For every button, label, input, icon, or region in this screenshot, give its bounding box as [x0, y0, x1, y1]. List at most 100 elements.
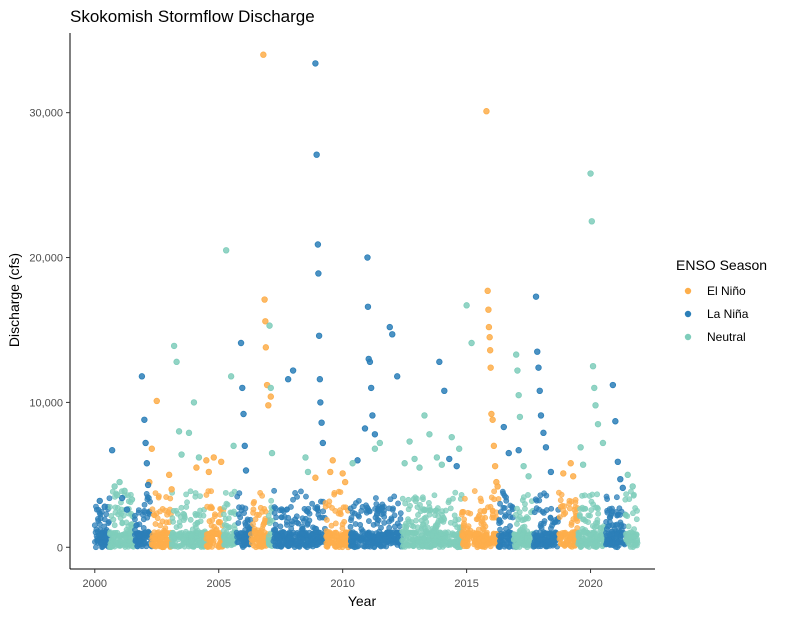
data-point [537, 412, 545, 419]
baseline-point [431, 492, 438, 499]
data-point [484, 287, 491, 295]
data-point [540, 429, 547, 437]
baseline-point [151, 512, 158, 519]
baseline-point [585, 512, 592, 519]
baseline-point [128, 521, 134, 528]
baseline-point [194, 528, 201, 534]
data-point [361, 425, 369, 432]
baseline-point [251, 498, 257, 505]
chart-title: Skokomish Stormflow Discharge [70, 7, 315, 26]
baseline-point [236, 490, 243, 497]
baseline-point [309, 531, 315, 538]
data-point [371, 431, 379, 438]
data-point [514, 367, 521, 374]
data-point [170, 342, 178, 350]
baseline-point [152, 490, 159, 496]
baseline-point [187, 516, 194, 523]
baseline-point [577, 506, 584, 512]
baseline-point [481, 508, 488, 515]
baseline-point [547, 515, 554, 521]
baseline-point [241, 510, 247, 516]
baseline-point [447, 505, 454, 512]
baseline-point [543, 492, 550, 499]
x-tick-label: 2015 [454, 578, 478, 590]
data-point [312, 60, 319, 67]
baseline-point [271, 487, 278, 494]
data-point [579, 461, 587, 468]
x-axis-ticks: 2000 2005 2010 2015 2020 [83, 569, 603, 590]
data-point [487, 364, 494, 371]
plot-marks [91, 51, 641, 551]
data-point [339, 470, 346, 477]
baseline-point [268, 497, 275, 504]
data-point [96, 497, 103, 505]
baseline-point [395, 500, 401, 507]
baseline-point [304, 521, 311, 528]
baseline-point [577, 529, 584, 536]
baseline-point [393, 537, 400, 544]
legend-label: La Niña [707, 307, 749, 321]
baseline-point [347, 505, 354, 512]
baseline-point [163, 519, 170, 526]
baseline-point [378, 531, 385, 538]
baseline-point [286, 542, 293, 549]
baseline-point [613, 494, 620, 501]
baseline-point [188, 538, 194, 545]
data-point [567, 460, 574, 467]
baseline-point [303, 493, 309, 500]
data-point [142, 439, 149, 447]
data-point [218, 458, 225, 465]
baseline-point [519, 497, 526, 504]
baseline-point [197, 493, 203, 500]
baseline-point [386, 524, 393, 531]
baseline-point [413, 530, 420, 537]
baseline-point [299, 515, 306, 522]
data-point [313, 151, 320, 158]
y-axis-ticks: 0 10,000 20,000 30,000 [29, 108, 70, 554]
baseline-point [588, 507, 595, 513]
baseline-point [477, 542, 484, 549]
baseline-point [500, 504, 507, 511]
baseline-point [438, 530, 445, 537]
baseline-point [381, 514, 388, 520]
baseline-point [360, 528, 366, 534]
data-point [284, 376, 292, 383]
data-point [168, 486, 175, 493]
baseline-point [205, 488, 212, 495]
y-axis-title: Discharge (cfs) [6, 253, 22, 347]
baseline-point [586, 536, 593, 543]
legend: ENSO Season El Niño La Niña Neutral [676, 257, 767, 344]
baseline-point [451, 531, 458, 538]
data-point [455, 445, 463, 452]
baseline-point [405, 496, 412, 503]
baseline-point [300, 537, 307, 544]
baseline-point [281, 513, 288, 520]
baseline-point [567, 543, 574, 549]
baseline-point [366, 518, 372, 524]
baseline-point [614, 512, 620, 519]
baseline-point [235, 520, 242, 526]
baseline-point [303, 508, 310, 514]
baseline-point [256, 529, 263, 536]
x-tick-label: 2020 [578, 578, 602, 590]
data-point [138, 373, 146, 380]
baseline-point [480, 526, 487, 533]
data-point [144, 481, 152, 489]
data-point [128, 496, 136, 503]
baseline-point [445, 529, 452, 536]
baseline-point [514, 521, 520, 527]
baseline-point [400, 528, 407, 535]
data-point [195, 454, 203, 461]
data-point [312, 474, 319, 481]
baseline-point [276, 507, 283, 514]
data-point [494, 483, 501, 490]
baseline-point [375, 517, 382, 524]
baseline-point [142, 529, 149, 536]
baseline-point [604, 507, 611, 514]
baseline-point [248, 540, 255, 546]
baseline-point [415, 512, 421, 518]
data-point [315, 332, 323, 339]
baseline-point [208, 538, 214, 545]
baseline-point [414, 495, 420, 502]
